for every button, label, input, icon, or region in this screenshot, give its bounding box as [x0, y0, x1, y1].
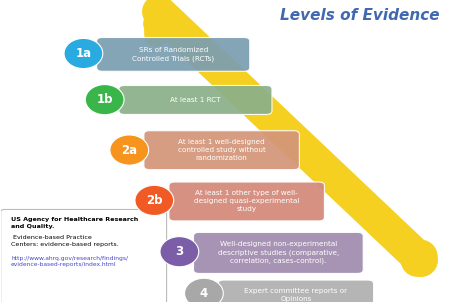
Text: At least 1 RCT: At least 1 RCT: [170, 97, 221, 103]
Ellipse shape: [64, 38, 103, 69]
Text: http://www.ahrq.gov/research/findings/
evidence-based-reports/index.html: http://www.ahrq.gov/research/findings/ e…: [11, 256, 128, 267]
FancyBboxPatch shape: [0, 209, 166, 303]
Text: 1a: 1a: [75, 47, 91, 60]
Ellipse shape: [110, 135, 149, 165]
Text: 2b: 2b: [146, 194, 163, 207]
FancyBboxPatch shape: [193, 232, 363, 273]
Text: 3: 3: [175, 245, 183, 258]
FancyBboxPatch shape: [144, 131, 300, 170]
FancyBboxPatch shape: [169, 182, 324, 221]
Text: Well-designed non-experimental
descriptive studies (comparative,
correlation, ca: Well-designed non-experimental descripti…: [218, 241, 339, 264]
Text: 2a: 2a: [121, 143, 137, 157]
Text: At least 1 other type of well-
designed quasi-experimental
study: At least 1 other type of well- designed …: [194, 191, 300, 212]
Text: US Agency for Healthcare Research
and Quality.: US Agency for Healthcare Research and Qu…: [11, 217, 138, 229]
Text: 4: 4: [200, 287, 208, 300]
Text: 1b: 1b: [96, 93, 113, 106]
Text: Evidence-based Practice
Centers: evidence-based reports.: Evidence-based Practice Centers: evidenc…: [11, 235, 119, 247]
Ellipse shape: [85, 85, 124, 115]
Text: At least 1 well-designed
controlled study without
randomization: At least 1 well-designed controlled stud…: [178, 139, 265, 161]
Ellipse shape: [160, 237, 199, 267]
Ellipse shape: [135, 185, 173, 216]
Text: SRs of Randomized
Controlled Trials (RCTs): SRs of Randomized Controlled Trials (RCT…: [132, 47, 214, 62]
Text: Levels of Evidence: Levels of Evidence: [280, 8, 440, 23]
Text: Expert committee reports or
Opinions: Expert committee reports or Opinions: [244, 288, 347, 302]
FancyBboxPatch shape: [218, 280, 374, 304]
FancyBboxPatch shape: [119, 85, 272, 114]
Ellipse shape: [184, 278, 223, 304]
FancyBboxPatch shape: [97, 37, 250, 71]
